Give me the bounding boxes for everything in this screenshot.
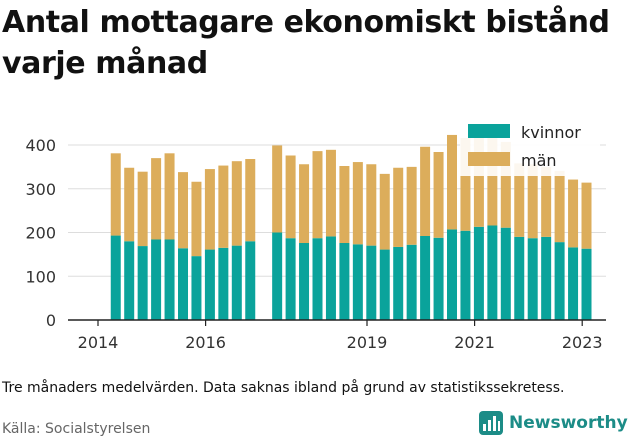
bar-kvinnor <box>164 239 175 320</box>
bar-man <box>366 164 377 246</box>
bar-man <box>178 172 189 249</box>
bar-kvinnor <box>110 235 121 320</box>
axes: 0 100 200 300 400 2014 2016 2019 2021 2023 <box>25 136 606 352</box>
bar-kvinnor <box>204 249 215 320</box>
y-tick-label: 0 <box>46 311 56 330</box>
bar-man <box>581 182 592 249</box>
bar-man <box>299 164 310 243</box>
bar-man <box>137 171 148 247</box>
bar-man <box>245 159 256 242</box>
bar-man <box>541 166 552 237</box>
bar-man <box>568 179 579 248</box>
bar-man <box>554 170 565 243</box>
bar-man <box>151 158 162 240</box>
bar-kvinnor <box>285 238 296 320</box>
bar-man <box>420 146 431 236</box>
bar-kvinnor <box>500 227 511 320</box>
bar-kvinnor <box>325 236 336 320</box>
x-tick-label: 2016 <box>185 333 226 352</box>
legend: kvinnor män <box>460 118 600 176</box>
bar-kvinnor <box>124 241 135 320</box>
bar-chart: 0 100 200 300 400 2014 2016 2019 2021 2023 kvinno… <box>25 118 606 352</box>
bar-man <box>231 161 242 246</box>
bar-man <box>487 136 498 226</box>
bar-kvinnor <box>527 238 538 320</box>
y-tick-label: 200 <box>25 224 56 243</box>
bar-man <box>204 169 215 250</box>
legend-swatch-man <box>468 152 510 166</box>
bar-man <box>433 152 444 238</box>
bar-kvinnor <box>151 239 162 320</box>
bar-man <box>352 162 363 245</box>
bar-kvinnor <box>420 236 431 320</box>
bar-man <box>285 155 296 239</box>
bar-kvinnor <box>514 236 525 320</box>
bar-man <box>460 138 471 231</box>
x-tick-label: 2021 <box>454 333 495 352</box>
bar-kvinnor <box>231 245 242 320</box>
brand-name: Newsworthy <box>509 413 628 433</box>
bar-man <box>312 151 323 239</box>
bar-man <box>473 137 484 227</box>
bar-man <box>527 164 538 239</box>
newsworthy-logo-icon <box>479 411 503 435</box>
bar-man <box>325 149 336 237</box>
brand-logo: Newsworthy <box>478 408 628 438</box>
bar-kvinnor <box>137 246 148 320</box>
bar-kvinnor <box>460 230 471 320</box>
bar-kvinnor <box>312 238 323 320</box>
bar-kvinnor <box>433 237 444 320</box>
x-tick-label: 2023 <box>562 333 603 352</box>
bar-kvinnor <box>541 236 552 320</box>
legend-label-man: män <box>521 151 557 170</box>
bar-kvinnor <box>245 241 256 320</box>
bar-kvinnor <box>218 247 229 320</box>
bar-man <box>191 181 202 257</box>
x-tick-label: 2014 <box>78 333 119 352</box>
bar-kvinnor <box>352 244 363 320</box>
bar-kvinnor <box>487 225 498 320</box>
x-tick-label: 2019 <box>347 333 388 352</box>
bar-man <box>110 153 121 236</box>
bar-man <box>447 134 458 230</box>
y-tick-label: 300 <box>25 180 56 199</box>
bar-man <box>339 166 350 243</box>
bar-man <box>500 141 511 228</box>
bar-kvinnor <box>178 248 189 320</box>
bar-man <box>124 167 135 242</box>
bar-kvinnor <box>366 245 377 320</box>
bar-kvinnor <box>554 242 565 320</box>
legend-swatch-kvinnor <box>468 124 510 138</box>
bar-group <box>110 134 592 320</box>
y-tick-label: 100 <box>25 267 56 286</box>
chart-note: Tre månaders medelvärden. Data saknas ib… <box>2 380 565 396</box>
bar-kvinnor <box>568 247 579 320</box>
bar-kvinnor <box>299 243 310 320</box>
source-label: Källa: Socialstyrelsen <box>2 421 151 437</box>
bar-kvinnor <box>406 244 417 320</box>
bar-kvinnor <box>581 248 592 320</box>
bar-kvinnor <box>393 246 404 320</box>
legend-label-kvinnor: kvinnor <box>521 123 581 142</box>
bar-man <box>406 166 417 245</box>
bar-kvinnor <box>339 243 350 320</box>
bar-kvinnor <box>191 256 202 320</box>
bar-man <box>272 145 283 233</box>
bar-kvinnor <box>447 229 458 320</box>
y-tick-label: 400 <box>25 136 56 155</box>
bar-kvinnor <box>379 249 390 320</box>
chart-title: Antal mottagare ekonomiskt bistånd varje… <box>2 5 610 81</box>
bar-man <box>164 153 175 240</box>
bar-man <box>514 163 525 237</box>
bar-man <box>218 165 229 248</box>
bar-kvinnor <box>272 232 283 320</box>
bar-man <box>379 173 390 250</box>
bar-kvinnor <box>473 226 484 320</box>
bar-man <box>393 167 404 247</box>
